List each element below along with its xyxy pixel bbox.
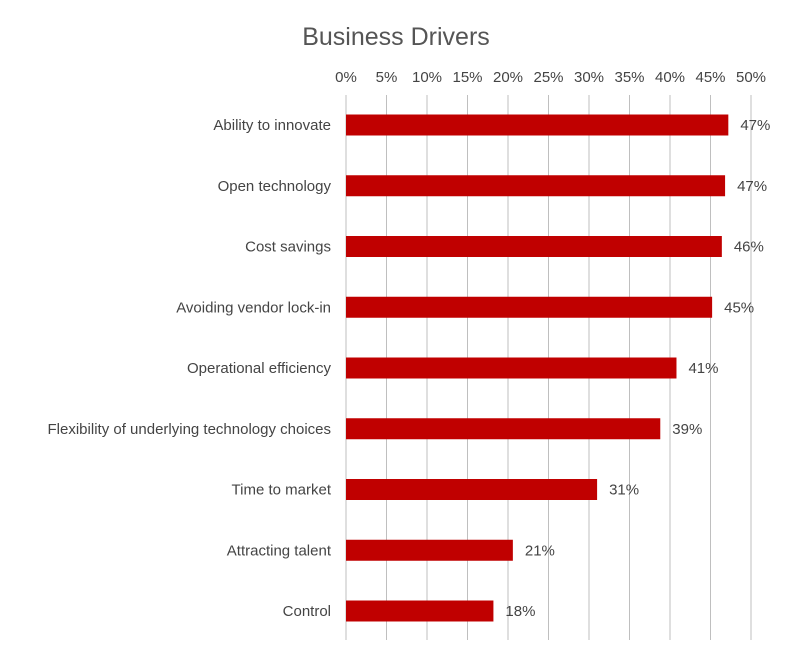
bar — [346, 114, 729, 136]
category-label: Attracting talent — [227, 542, 332, 559]
x-axis-ticks: 0% 5% 10% 15% 20% 25% 30% 35% 40% 45% 50% — [335, 69, 766, 86]
bar — [346, 600, 494, 622]
x-tick-label: 5% — [376, 69, 398, 86]
bars — [346, 114, 729, 622]
data-label: 41% — [688, 360, 718, 377]
x-tick-label: 0% — [335, 69, 357, 86]
x-tick-label: 10% — [412, 69, 442, 86]
data-label: 45% — [724, 299, 754, 316]
category-labels: Ability to innovate Open technology Cost s… — [48, 117, 332, 620]
data-label: 31% — [609, 482, 639, 499]
bar — [346, 357, 677, 379]
x-tick-label: 25% — [533, 69, 563, 86]
x-tick-label: 35% — [614, 69, 644, 86]
data-label: 39% — [672, 421, 702, 438]
data-label: 21% — [525, 542, 555, 559]
category-label: Time to market — [232, 482, 332, 499]
bar — [346, 479, 598, 500]
data-label: 47% — [737, 178, 767, 195]
data-label: 47% — [740, 117, 770, 134]
category-label: Avoiding vendor lock-in — [176, 299, 331, 316]
x-tick-label: 50% — [736, 69, 766, 86]
bar — [346, 175, 726, 197]
x-tick-label: 40% — [655, 69, 685, 86]
x-tick-label: 20% — [493, 69, 523, 86]
chart-title: Business Drivers — [302, 23, 490, 51]
category-label: Cost savings — [245, 239, 331, 256]
data-label: 46% — [734, 239, 764, 256]
bar — [346, 296, 713, 318]
x-tick-label: 30% — [574, 69, 604, 86]
x-tick-label: 15% — [452, 69, 482, 86]
data-labels: 47% 47% 46% 45% 41% 39% 31% 21% 18% — [505, 117, 770, 620]
bar — [346, 418, 661, 440]
category-label: Ability to innovate — [213, 117, 331, 134]
bar — [346, 236, 722, 257]
category-label: Flexibility of underlying technology cho… — [48, 421, 331, 438]
x-tick-label: 45% — [695, 69, 725, 86]
category-label: Control — [283, 603, 331, 620]
category-label: Operational efficiency — [187, 360, 331, 377]
data-label: 18% — [505, 603, 535, 620]
bar — [346, 539, 513, 561]
category-label: Open technology — [218, 178, 332, 195]
